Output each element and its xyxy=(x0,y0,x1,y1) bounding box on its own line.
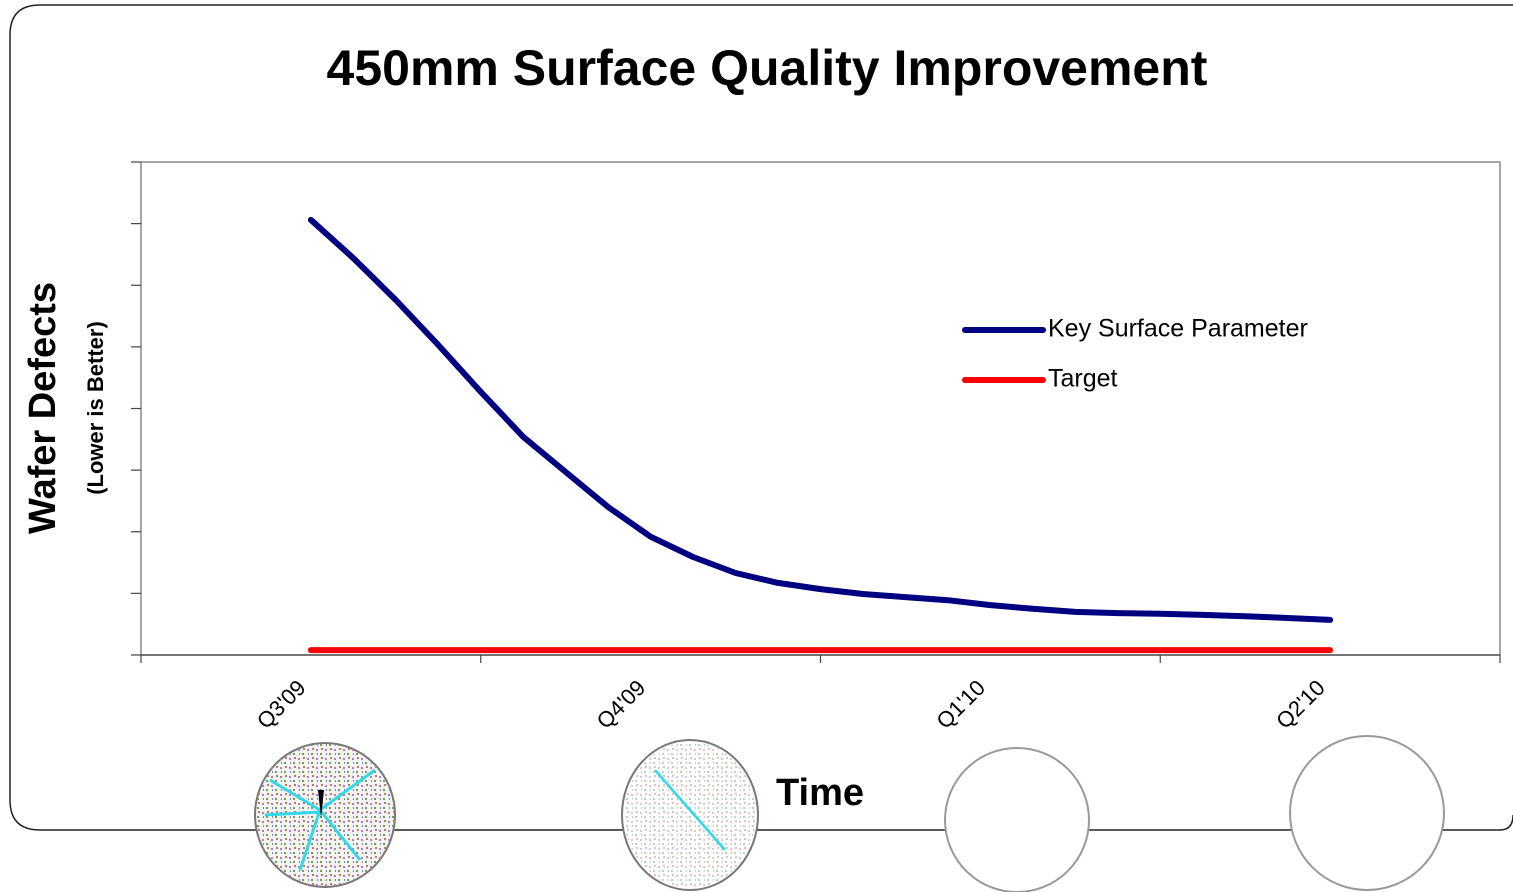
wafer-defects xyxy=(624,742,756,888)
wafer-images xyxy=(254,735,1445,892)
y-axis-subtitle: (Lower is Better) xyxy=(83,321,108,495)
data-line xyxy=(307,216,1334,623)
wafer xyxy=(944,747,1090,892)
x-tick-label: Q3'09 xyxy=(252,675,311,734)
wafer xyxy=(1289,735,1445,891)
y-axis-title: Wafer Defects xyxy=(22,282,64,534)
wafer-scratches xyxy=(264,768,376,871)
x-tick-label: Q1'10 xyxy=(931,675,990,734)
chart-title: 450mm Surface Quality Improvement xyxy=(327,40,1208,96)
legend-label: Target xyxy=(1048,365,1118,393)
wafer-scratches xyxy=(654,769,726,851)
legend-label: Key Surface Parameter xyxy=(1048,315,1308,343)
x-axis-title: Time xyxy=(776,772,864,814)
x-tick-label: Q2'10 xyxy=(1271,675,1330,734)
slide-frame xyxy=(9,4,1513,831)
plot-area xyxy=(140,161,1501,656)
x-tick-label: Q4'09 xyxy=(592,675,651,734)
wafer-mark xyxy=(318,790,324,818)
